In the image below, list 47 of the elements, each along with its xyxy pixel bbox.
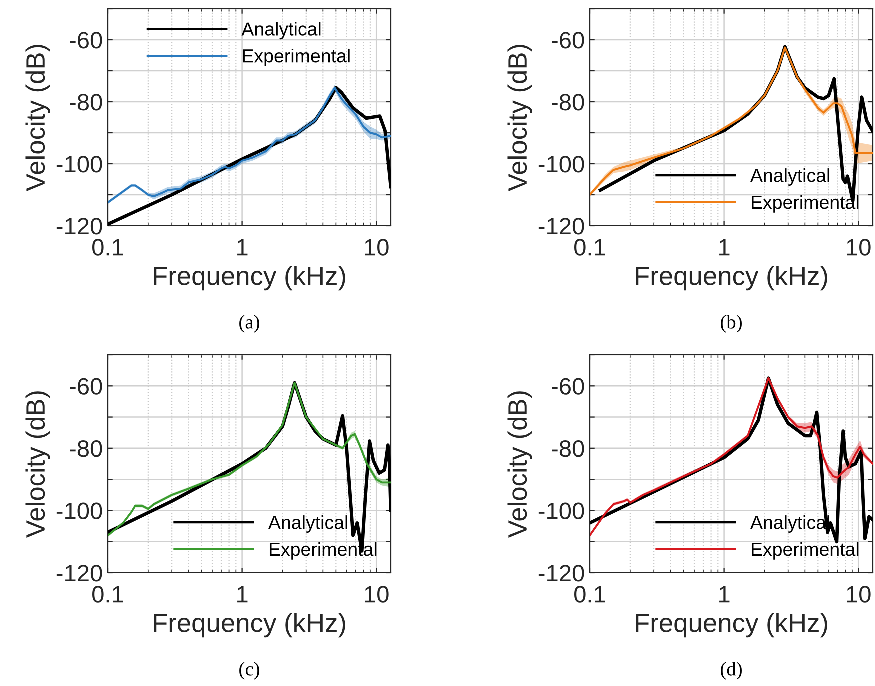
x-tick-label: 0.1 xyxy=(574,239,606,256)
y-tick-label: -80 xyxy=(552,94,584,111)
legend-label: Experimental xyxy=(752,195,859,213)
x-tick-label: 10 xyxy=(365,239,389,256)
x-tick-label: 0.1 xyxy=(574,586,606,603)
y-axis-title: Velocity (dB) xyxy=(508,45,532,192)
legend-label: Analytical xyxy=(268,516,348,534)
x-axis-title: Frequency (kHz) xyxy=(636,613,828,638)
x-tick-label: 10 xyxy=(847,586,871,603)
y-tick-label: -100 xyxy=(538,502,584,520)
y-tick-label: -100 xyxy=(56,502,102,520)
y-tick-label: -120 xyxy=(56,218,102,235)
x-tick-label: 10 xyxy=(365,586,389,603)
x-tick-label: 0.1 xyxy=(92,239,124,256)
x-tick-label: 10 xyxy=(847,239,871,256)
text: (b) xyxy=(721,315,742,333)
y-axis-title: Velocity (dB) xyxy=(508,392,532,538)
y-tick-label: -100 xyxy=(538,156,584,173)
y-tick-label: -80 xyxy=(552,440,584,458)
x-tick-label: 0.1 xyxy=(92,586,124,603)
legend-label: Analytical xyxy=(750,168,830,186)
x-tick-label: 1 xyxy=(238,586,248,603)
legend-label: Experimental xyxy=(752,542,859,560)
x-tick-label: 1 xyxy=(720,239,730,256)
x-axis-title: Frequency (kHz) xyxy=(154,266,346,291)
x-tick-label: 1 xyxy=(720,586,730,603)
y-tick-label: -80 xyxy=(70,94,102,111)
y-tick-label: -80 xyxy=(70,440,102,458)
legend-label: Analytical xyxy=(242,22,321,40)
y-tick-label: -120 xyxy=(538,218,584,235)
legend-label: Experimental xyxy=(243,48,350,66)
legend-label: Experimental xyxy=(270,542,377,560)
y-tick-label: -120 xyxy=(538,565,584,582)
text: (a) xyxy=(240,315,260,333)
y-tick-label: -120 xyxy=(56,565,102,582)
y-axis-title: Velocity (dB) xyxy=(26,45,50,192)
text: (c) xyxy=(240,662,260,680)
x-tick-label: 1 xyxy=(238,239,248,256)
y-tick-label: -60 xyxy=(552,32,584,49)
y-tick-label: -60 xyxy=(70,378,102,395)
y-tick-label: -60 xyxy=(70,32,102,49)
y-tick-label: -100 xyxy=(56,156,102,173)
y-tick-label: -60 xyxy=(552,378,584,395)
x-axis-title: Frequency (kHz) xyxy=(636,266,828,291)
x-axis-title: Frequency (kHz) xyxy=(154,613,346,638)
y-axis-title: Velocity (dB) xyxy=(26,392,50,538)
text: (d) xyxy=(721,662,742,680)
